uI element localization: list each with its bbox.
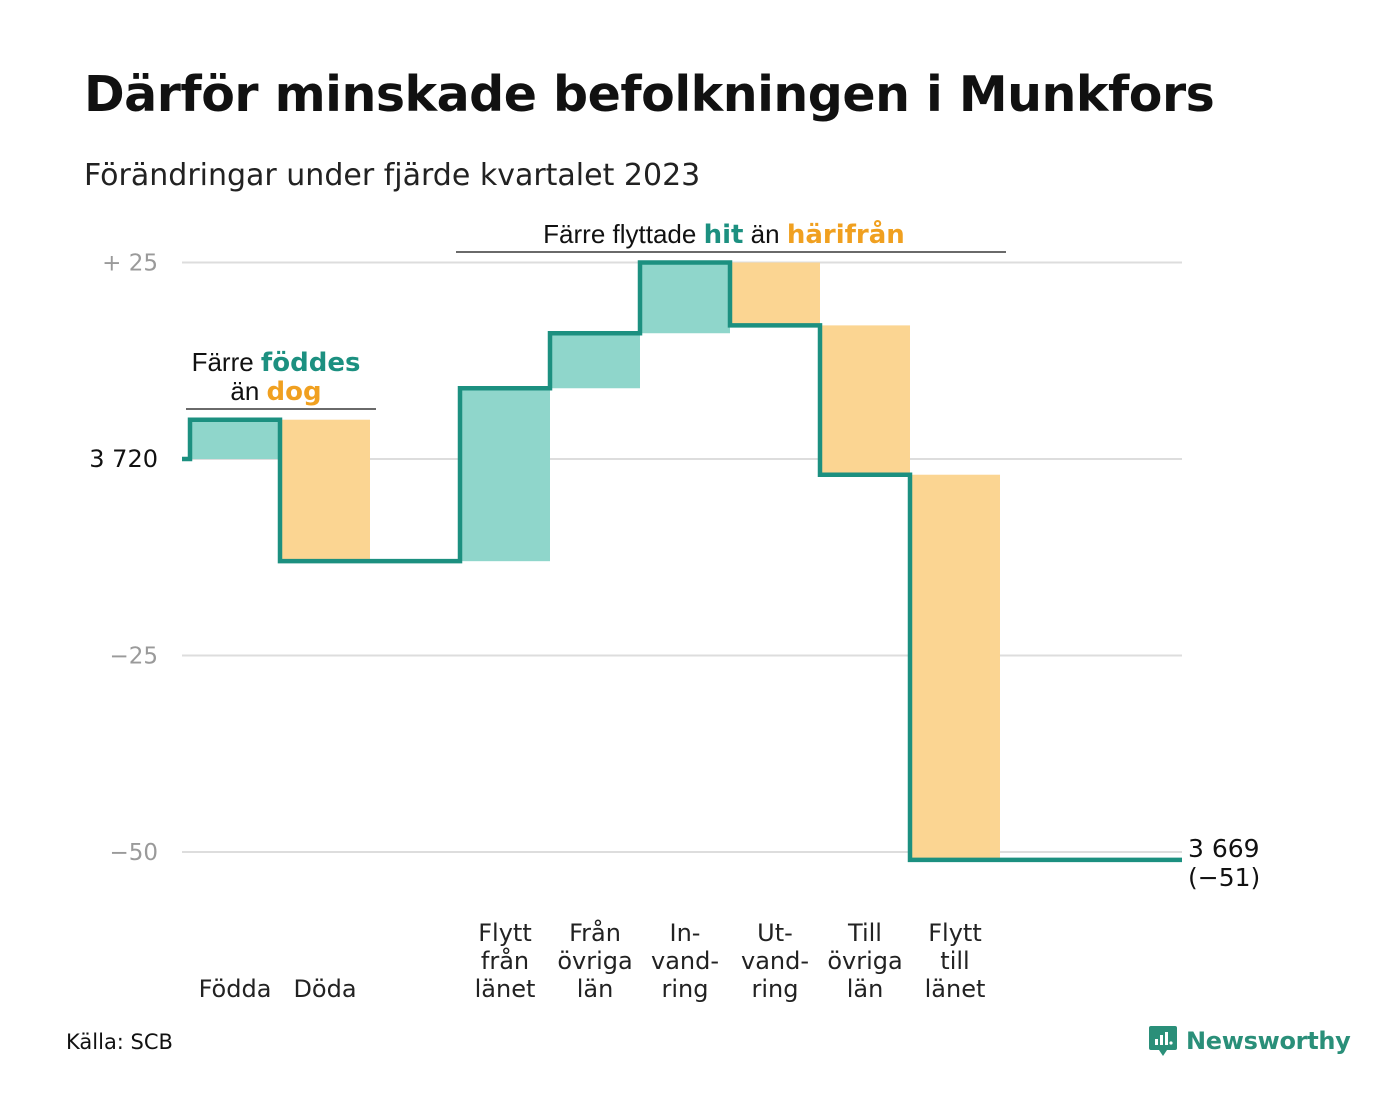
chart-subtitle: Förändringar under fjärde kvartalet 2023 (84, 158, 701, 193)
y-tick-label: −25 (109, 644, 158, 670)
bar-från-övriga-län (550, 333, 640, 389)
births-ann-prefix1: Färre (192, 347, 254, 377)
y-tick-label: + 25 (102, 251, 158, 277)
x-category-label: Till (847, 919, 882, 947)
x-category-label: till (940, 947, 969, 975)
moves-ann-highlight2: härifrån (787, 218, 905, 250)
baseline-value-label: 3 720 (89, 445, 158, 473)
births-ann-highlight2: dog (267, 377, 322, 407)
moves-ann-highlight1: hit (704, 220, 744, 250)
bar-födda (190, 419, 280, 459)
bars (190, 262, 1000, 860)
bar-in-vand-ring (640, 262, 730, 334)
x-category-label: Från (569, 918, 621, 947)
x-category-label: län (577, 975, 614, 1003)
moves-annotation: Färre flyttade hit än härifrån (456, 218, 1006, 253)
x-category-label: länet (925, 975, 986, 1003)
x-category-label: vand- (651, 947, 719, 975)
x-category-label: från (481, 946, 529, 975)
category-labels: Födda DödaFlyttfrånlänetFrånövrigalänIn-v… (199, 918, 986, 1003)
end-value-label: 3 669 (1188, 834, 1260, 863)
births-ann-highlight1: föddes (261, 348, 361, 378)
y-axis-ticks: + 25 3 720 −25 −50 (89, 251, 158, 867)
brand-name: Newsworthy (1186, 1027, 1351, 1055)
y-tick-label: −50 (109, 840, 158, 866)
x-category-label: övriga (827, 947, 902, 975)
svg-text:Färre föddes: Färre föddes (192, 347, 361, 378)
x-category-label: Flytt (478, 919, 532, 947)
x-category-label: övriga (557, 947, 632, 975)
x-category-label: Ut- (757, 919, 793, 947)
x-category-label: ring (662, 975, 709, 1003)
moves-ann-prefix: Färre flyttade (543, 219, 696, 249)
bar-flytt-från-länet (460, 388, 550, 562)
brand-logo: Newsworthy (1148, 1024, 1351, 1058)
population-step-line (182, 260, 1182, 863)
bar-till-övriga-län (820, 325, 910, 475)
bar-ut-vand-ring (730, 262, 820, 326)
moves-ann-middle: än (751, 219, 780, 249)
births-ann-prefix2: än (230, 376, 259, 406)
newsworthy-icon (1149, 1026, 1177, 1056)
births-annotation: Färre föddes än dog (186, 347, 376, 410)
x-category-label: Flytt (928, 919, 982, 947)
x-category-label: ring (752, 975, 799, 1003)
x-category-label: länet (475, 975, 536, 1003)
bar-flytt-till-länet (910, 474, 1000, 860)
svg-text:än dog: än dog (230, 376, 321, 407)
x-category-label: Födda (199, 975, 272, 1003)
x-category-label: län (847, 975, 884, 1003)
svg-text:Färre flyttade hit: Färre flyttade hit än härifrån (543, 218, 905, 250)
x-category-label: Döda (293, 975, 356, 1003)
end-change-label: (−51) (1188, 863, 1260, 892)
x-category-label: vand- (741, 947, 809, 975)
x-category-label: In- (670, 919, 701, 947)
bar-döda (280, 419, 370, 562)
source-note: Källa: SCB (66, 1030, 173, 1054)
chart-title: Därför minskade befolkningen i Munkfors (84, 66, 1215, 123)
